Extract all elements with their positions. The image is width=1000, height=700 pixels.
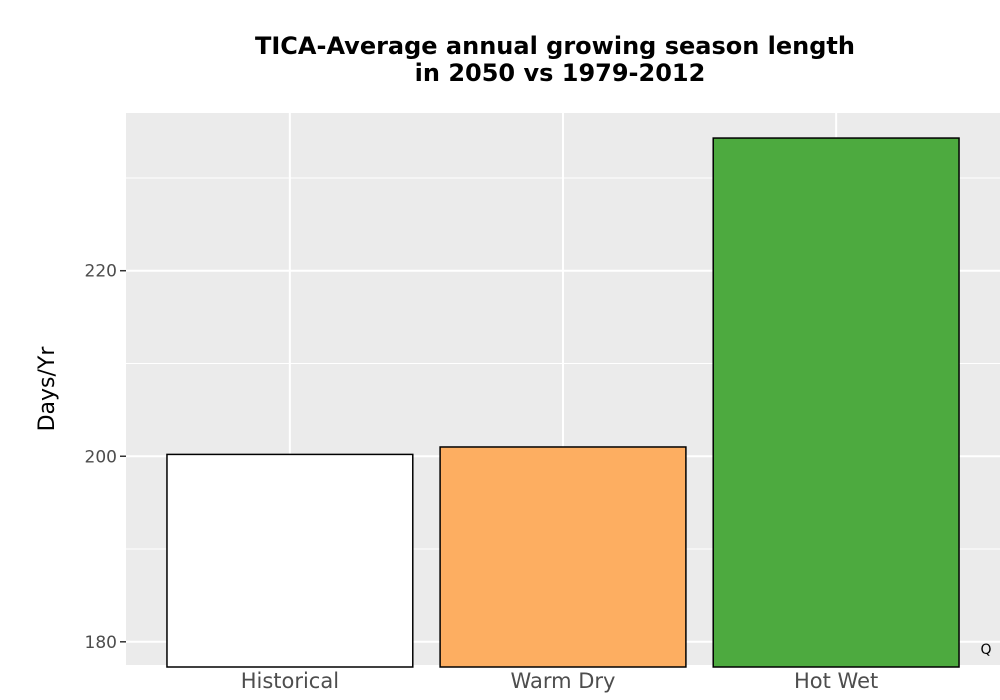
- x-tick-label: Warm Dry: [511, 669, 616, 693]
- bar-hot-wet: [712, 137, 960, 668]
- x-axis-labels: Historical Warm Dry Hot Wet: [241, 669, 879, 693]
- bar-warm-dry: [439, 446, 687, 668]
- chart-title-line-2: in 2050 vs 1979-2012: [415, 59, 706, 87]
- y-tick-label: 180: [85, 633, 117, 653]
- x-tick-label: Hot Wet: [794, 669, 878, 693]
- bars: [166, 137, 960, 668]
- y-axis-ticks: 180 200 220: [85, 262, 126, 653]
- bar-historical: [166, 453, 414, 668]
- corner-mark: Q: [980, 642, 991, 658]
- y-axis-title: Days/Yr: [35, 346, 60, 432]
- y-tick-label: 200: [85, 447, 117, 467]
- y-tick-label: 220: [85, 262, 117, 282]
- chart-title-line-1: TICA-Average annual growing season lengt…: [255, 32, 855, 60]
- x-tick-label: Historical: [241, 669, 339, 693]
